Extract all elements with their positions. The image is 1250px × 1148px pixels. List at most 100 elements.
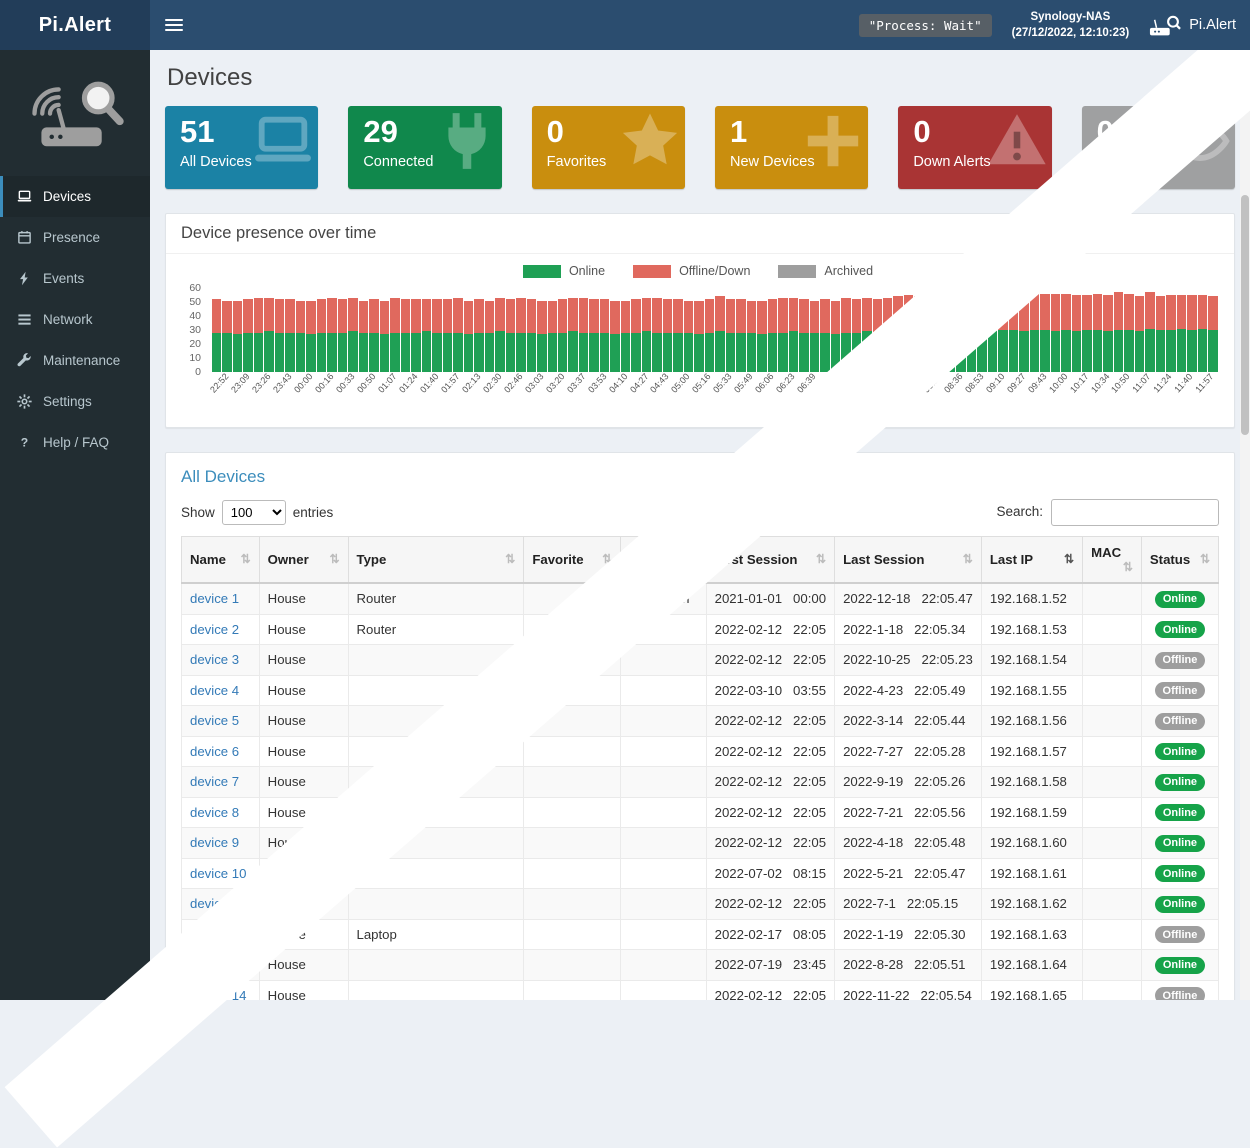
process-status-badge: "Process: Wait" <box>858 13 992 37</box>
table-row: device 12 House Laptop 2022-02-17 08:05 2022… <box>181 918 1220 950</box>
status-badge: Online <box>1154 743 1206 760</box>
chart-bar <box>788 297 799 372</box>
card-all-devices[interactable]: 51 All Devices <box>165 106 319 189</box>
device-link[interactable]: device 11 <box>190 896 246 912</box>
card-archived[interactable]: 0 Archived <box>1081 106 1235 189</box>
chart-bar <box>442 299 453 372</box>
network-icon <box>17 312 33 327</box>
column-header-first_session[interactable]: First Session ⇅ <box>705 536 836 584</box>
x-tick-label: 03:53 <box>585 371 609 395</box>
chart-bar <box>715 296 725 372</box>
x-tick-label: 00:50 <box>355 371 378 395</box>
column-header-name[interactable]: Name ⇅ <box>181 536 260 584</box>
card-new-devices[interactable]: 1 New Devices <box>714 106 869 189</box>
column-header-owner[interactable]: Owner ⇅ <box>258 536 349 584</box>
pialert-logo <box>0 50 150 176</box>
router-magnifier-logo <box>32 81 124 147</box>
x-tick: 06:57 <box>816 371 841 421</box>
x-tick: 01:24 <box>397 371 422 421</box>
host-timestamp: (27/12/2022, 12:10:23) <box>1011 27 1130 39</box>
x-tick: 00:33 <box>334 371 359 421</box>
sidebar: Devices Presence Events Network Maintenance S… <box>0 50 150 1000</box>
chart-bar <box>673 299 683 372</box>
sidebar-item-presence[interactable]: Presence <box>0 217 150 258</box>
column-header-last_session[interactable]: Last Session ⇅ <box>834 536 982 584</box>
entries-label: entries <box>292 505 334 520</box>
status-badge: Offline <box>1154 987 1206 1000</box>
chart-bar <box>295 300 306 372</box>
main-content: Devices 51 All Devices 29 Connected 0 Favorit… <box>150 50 1250 1000</box>
chart-bar <box>694 300 704 372</box>
column-header-type[interactable]: Type ⇅ <box>347 536 525 584</box>
card-down-alerts[interactable]: 0 Down Alerts <box>898 106 1052 189</box>
chart-bar <box>1155 296 1166 372</box>
device-link[interactable]: device 1 <box>190 591 240 607</box>
device-link[interactable]: device 14 <box>190 987 247 1000</box>
column-header-last_ip[interactable]: Last IP ⇅ <box>980 536 1084 584</box>
column-header-favorite[interactable]: Favorite ⇅ <box>523 536 622 584</box>
search-input[interactable] <box>1051 499 1219 526</box>
x-tick: 06:39 <box>795 371 820 421</box>
device-link[interactable]: device 3 <box>190 652 240 668</box>
page-length-select[interactable]: 100 <box>221 500 286 525</box>
status-badge: Offline <box>1154 712 1206 730</box>
card-connected[interactable]: 29 Connected <box>348 106 502 189</box>
scrollbar[interactable] <box>1240 50 1250 1000</box>
device-link[interactable]: device 13 <box>190 957 247 973</box>
device-link[interactable]: device 9 <box>190 835 240 851</box>
x-tick-label: 01:57 <box>438 371 462 395</box>
sidebar-item-settings[interactable]: Settings <box>0 381 150 422</box>
device-link[interactable]: device 8 <box>190 804 240 820</box>
sidebar-item-devices[interactable]: Devices <box>0 176 150 217</box>
hamburger-menu-icon[interactable] <box>150 0 198 50</box>
device-link[interactable]: device 12 <box>190 926 247 942</box>
x-tick-label: 01:07 <box>376 371 399 395</box>
device-link[interactable]: device 7 <box>190 774 240 790</box>
card-favorites[interactable]: 0 Favorites <box>531 106 685 189</box>
table-row: device 2 House Router 2022-02-12 22:05 2022-… <box>181 613 1220 645</box>
device-link[interactable]: device 6 <box>190 743 240 759</box>
x-tick-label: 09:43 <box>1025 371 1049 395</box>
x-tick: 08:03 <box>900 371 924 421</box>
column-header-mac[interactable]: MAC ⇅ <box>1082 536 1142 584</box>
device-link[interactable]: device 5 <box>190 713 240 729</box>
topbar-app[interactable]: Pi.Alert <box>1149 14 1236 37</box>
sidebar-item-maintenance[interactable]: Maintenance <box>0 340 150 381</box>
scrollbar-thumb[interactable] <box>1241 195 1249 435</box>
x-tick: 11:40 <box>1173 372 1197 421</box>
brand-logo[interactable]: Pi.Alert <box>0 0 150 50</box>
chart-bar <box>903 295 914 372</box>
column-label: Name <box>190 552 226 567</box>
chart-bar <box>222 300 232 372</box>
x-tick-label: 02:13 <box>459 371 483 395</box>
x-tick: 06:06 <box>753 371 778 421</box>
chart-bar <box>547 300 557 372</box>
device-link[interactable]: device 2 <box>190 621 240 637</box>
x-tick-label: 10:50 <box>1109 371 1133 395</box>
topbar-app-label: Pi.Alert <box>1189 17 1236 33</box>
device-link[interactable]: device 4 <box>190 682 240 698</box>
chart-bar <box>683 300 694 372</box>
svg-text:?: ? <box>21 436 28 450</box>
chart-bar <box>1124 293 1134 372</box>
chart-bar <box>1166 295 1176 372</box>
sidebar-item-network[interactable]: Network <box>0 299 150 340</box>
sort-icon: ⇅ <box>1064 552 1075 566</box>
chart-bar <box>285 299 295 372</box>
sidebar-item-help-faq[interactable]: ? Help / FAQ <box>0 422 150 463</box>
chart-bar <box>924 293 935 372</box>
x-tick-label: 23:26 <box>250 371 273 395</box>
x-tick: 10:50 <box>1109 371 1134 421</box>
x-tick: 11:07 <box>1131 372 1155 421</box>
chart-bar <box>316 299 327 372</box>
chart-bar <box>484 300 495 372</box>
x-tick: 23:09 <box>229 371 254 421</box>
x-tick: 04:43 <box>649 371 673 421</box>
chart-bar <box>1103 295 1113 372</box>
status-badge: Offline <box>1154 682 1206 699</box>
column-header-group[interactable]: Group ⇅ <box>620 536 707 584</box>
column-header-status[interactable]: Status ⇅ <box>1140 536 1220 584</box>
sidebar-item-events[interactable]: Events <box>0 258 150 299</box>
device-link[interactable]: device 10 <box>190 865 247 881</box>
x-tick: 05:33 <box>711 371 736 421</box>
